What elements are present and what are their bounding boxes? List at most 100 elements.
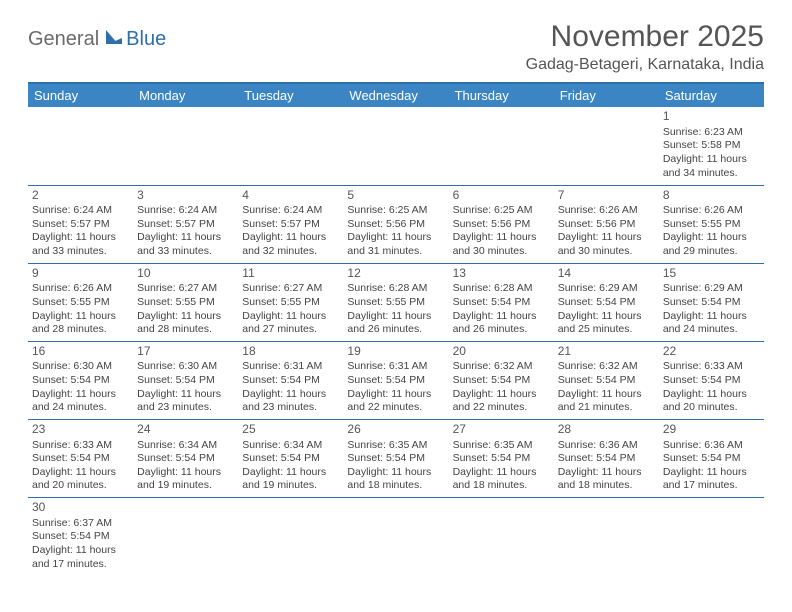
sunrise-line: Sunrise: 6:24 AM (137, 204, 234, 218)
daylight-line: Daylight: 11 hours and 17 minutes. (32, 544, 129, 571)
calendar-cell (659, 498, 764, 576)
calendar-cell: 8Sunrise: 6:26 AMSunset: 5:55 PMDaylight… (659, 185, 764, 263)
calendar-cell (133, 107, 238, 185)
daylight-line: Daylight: 11 hours and 28 minutes. (137, 310, 234, 337)
calendar-cell (554, 107, 659, 185)
sunrise-line: Sunrise: 6:31 AM (242, 360, 339, 374)
sunrise-line: Sunrise: 6:27 AM (242, 282, 339, 296)
calendar-cell: 17Sunrise: 6:30 AMSunset: 5:54 PMDayligh… (133, 341, 238, 419)
sunrise-line: Sunrise: 6:29 AM (663, 282, 760, 296)
calendar-cell: 13Sunrise: 6:28 AMSunset: 5:54 PMDayligh… (449, 263, 554, 341)
day-number: 12 (347, 266, 444, 282)
sunset-line: Sunset: 5:57 PM (32, 218, 129, 232)
daylight-line: Daylight: 11 hours and 34 minutes. (663, 153, 760, 180)
day-number: 4 (242, 188, 339, 204)
day-number: 13 (453, 266, 550, 282)
day-header-row: Sunday Monday Tuesday Wednesday Thursday… (28, 83, 764, 107)
calendar-cell: 15Sunrise: 6:29 AMSunset: 5:54 PMDayligh… (659, 263, 764, 341)
day-number: 24 (137, 422, 234, 438)
day-header: Wednesday (343, 83, 448, 107)
day-number: 5 (347, 188, 444, 204)
calendar-cell (449, 107, 554, 185)
calendar-cell: 2Sunrise: 6:24 AMSunset: 5:57 PMDaylight… (28, 185, 133, 263)
sunset-line: Sunset: 5:54 PM (453, 296, 550, 310)
sunset-line: Sunset: 5:54 PM (663, 452, 760, 466)
daylight-line: Daylight: 11 hours and 26 minutes. (347, 310, 444, 337)
sunrise-line: Sunrise: 6:35 AM (453, 439, 550, 453)
calendar-cell: 3Sunrise: 6:24 AMSunset: 5:57 PMDaylight… (133, 185, 238, 263)
calendar-cell: 23Sunrise: 6:33 AMSunset: 5:54 PMDayligh… (28, 419, 133, 497)
logo-text-general: General (28, 28, 99, 51)
sunrise-line: Sunrise: 6:34 AM (242, 439, 339, 453)
sunset-line: Sunset: 5:54 PM (32, 530, 129, 544)
calendar-cell: 9Sunrise: 6:26 AMSunset: 5:55 PMDaylight… (28, 263, 133, 341)
day-number: 25 (242, 422, 339, 438)
sunrise-line: Sunrise: 6:28 AM (347, 282, 444, 296)
day-number: 26 (347, 422, 444, 438)
calendar-cell: 19Sunrise: 6:31 AMSunset: 5:54 PMDayligh… (343, 341, 448, 419)
daylight-line: Daylight: 11 hours and 17 minutes. (663, 466, 760, 493)
sunset-line: Sunset: 5:58 PM (663, 139, 760, 153)
sunset-line: Sunset: 5:54 PM (32, 452, 129, 466)
calendar-cell: 29Sunrise: 6:36 AMSunset: 5:54 PMDayligh… (659, 419, 764, 497)
daylight-line: Daylight: 11 hours and 18 minutes. (558, 466, 655, 493)
daylight-line: Daylight: 11 hours and 18 minutes. (347, 466, 444, 493)
calendar-cell: 16Sunrise: 6:30 AMSunset: 5:54 PMDayligh… (28, 341, 133, 419)
sunset-line: Sunset: 5:55 PM (242, 296, 339, 310)
calendar-cell (554, 498, 659, 576)
sunset-line: Sunset: 5:54 PM (663, 296, 760, 310)
sunset-line: Sunset: 5:54 PM (558, 452, 655, 466)
day-header: Saturday (659, 83, 764, 107)
sunset-line: Sunset: 5:55 PM (663, 218, 760, 232)
logo-text-blue: Blue (126, 28, 166, 51)
sunset-line: Sunset: 5:57 PM (242, 218, 339, 232)
calendar-cell (28, 107, 133, 185)
calendar-table: Sunday Monday Tuesday Wednesday Thursday… (28, 82, 764, 576)
calendar-cell: 7Sunrise: 6:26 AMSunset: 5:56 PMDaylight… (554, 185, 659, 263)
day-header: Thursday (449, 83, 554, 107)
sunrise-line: Sunrise: 6:28 AM (453, 282, 550, 296)
calendar-row: 9Sunrise: 6:26 AMSunset: 5:55 PMDaylight… (28, 263, 764, 341)
calendar-row: 30Sunrise: 6:37 AMSunset: 5:54 PMDayligh… (28, 498, 764, 576)
day-number: 15 (663, 266, 760, 282)
sunrise-line: Sunrise: 6:35 AM (347, 439, 444, 453)
calendar-cell: 20Sunrise: 6:32 AMSunset: 5:54 PMDayligh… (449, 341, 554, 419)
daylight-line: Daylight: 11 hours and 30 minutes. (558, 231, 655, 258)
daylight-line: Daylight: 11 hours and 33 minutes. (32, 231, 129, 258)
calendar-cell: 25Sunrise: 6:34 AMSunset: 5:54 PMDayligh… (238, 419, 343, 497)
daylight-line: Daylight: 11 hours and 23 minutes. (137, 388, 234, 415)
calendar-cell (238, 107, 343, 185)
sunrise-line: Sunrise: 6:26 AM (663, 204, 760, 218)
daylight-line: Daylight: 11 hours and 22 minutes. (347, 388, 444, 415)
daylight-line: Daylight: 11 hours and 23 minutes. (242, 388, 339, 415)
calendar-cell: 5Sunrise: 6:25 AMSunset: 5:56 PMDaylight… (343, 185, 448, 263)
calendar-cell (449, 498, 554, 576)
sunset-line: Sunset: 5:57 PM (137, 218, 234, 232)
calendar-cell: 28Sunrise: 6:36 AMSunset: 5:54 PMDayligh… (554, 419, 659, 497)
sunrise-line: Sunrise: 6:30 AM (32, 360, 129, 374)
calendar-cell: 21Sunrise: 6:32 AMSunset: 5:54 PMDayligh… (554, 341, 659, 419)
daylight-line: Daylight: 11 hours and 19 minutes. (242, 466, 339, 493)
calendar-cell (343, 498, 448, 576)
sunset-line: Sunset: 5:54 PM (347, 374, 444, 388)
day-header: Friday (554, 83, 659, 107)
sunrise-line: Sunrise: 6:23 AM (663, 126, 760, 140)
sunset-line: Sunset: 5:54 PM (137, 452, 234, 466)
header: General Blue November 2025 Gadag-Betager… (28, 20, 764, 74)
calendar-cell: 4Sunrise: 6:24 AMSunset: 5:57 PMDaylight… (238, 185, 343, 263)
daylight-line: Daylight: 11 hours and 29 minutes. (663, 231, 760, 258)
day-header: Monday (133, 83, 238, 107)
sunrise-line: Sunrise: 6:36 AM (663, 439, 760, 453)
daylight-line: Daylight: 11 hours and 27 minutes. (242, 310, 339, 337)
calendar-cell: 12Sunrise: 6:28 AMSunset: 5:55 PMDayligh… (343, 263, 448, 341)
calendar-cell (238, 498, 343, 576)
sunset-line: Sunset: 5:54 PM (137, 374, 234, 388)
sunset-line: Sunset: 5:56 PM (347, 218, 444, 232)
sunrise-line: Sunrise: 6:29 AM (558, 282, 655, 296)
calendar-cell: 14Sunrise: 6:29 AMSunset: 5:54 PMDayligh… (554, 263, 659, 341)
day-number: 18 (242, 344, 339, 360)
sunrise-line: Sunrise: 6:37 AM (32, 517, 129, 531)
logo: General Blue (28, 28, 166, 51)
day-number: 16 (32, 344, 129, 360)
sunrise-line: Sunrise: 6:30 AM (137, 360, 234, 374)
